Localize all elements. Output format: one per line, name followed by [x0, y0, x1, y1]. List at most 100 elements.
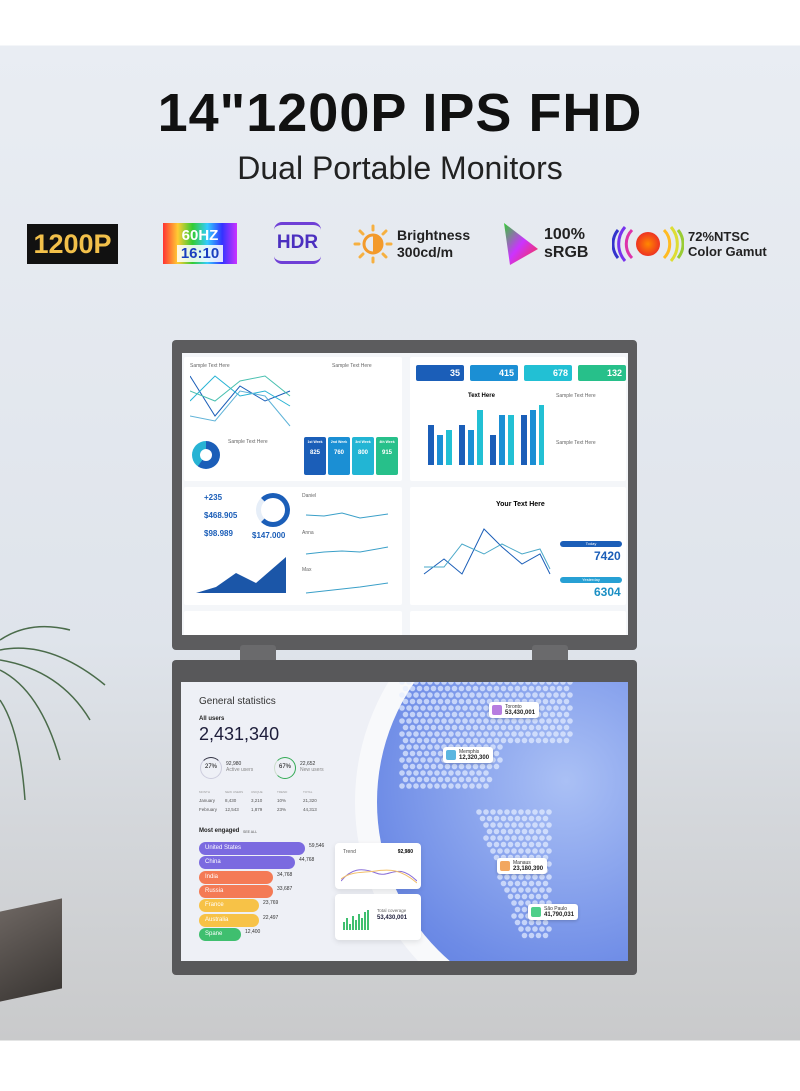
- bar: [468, 430, 474, 465]
- new-value: 22,652: [300, 761, 316, 767]
- hex-cell: [546, 926, 552, 932]
- hex-cell: [472, 737, 479, 744]
- hex-cell: [521, 919, 528, 926]
- hex-cell: [560, 705, 566, 711]
- mini-line-chart: [305, 546, 389, 555]
- country-bar[interactable]: France: [199, 899, 259, 913]
- hex-cell: [476, 809, 482, 815]
- hex-cell: [507, 737, 514, 744]
- line-chart: [190, 375, 291, 427]
- bar: [355, 920, 357, 930]
- hex-cell: [483, 809, 489, 815]
- hex-cell: [455, 718, 461, 724]
- mini-line-chart: [305, 512, 389, 519]
- hex-cell: [451, 737, 458, 744]
- hex-cell: [465, 724, 472, 731]
- hex-cell: [434, 731, 440, 737]
- city-name: Memphis: [459, 749, 480, 755]
- hex-cell: [483, 822, 489, 828]
- engaged-title: Most engaged: [199, 828, 240, 834]
- hex-cell: [563, 711, 570, 718]
- city-value: 53,430,001: [505, 710, 536, 716]
- see-all-link[interactable]: SEE ALL: [243, 830, 258, 834]
- hex-cell: [525, 835, 531, 841]
- bar: [499, 415, 505, 465]
- ntsc-value: 72%NTSC: [688, 229, 750, 244]
- hex-cell: [525, 926, 531, 932]
- week-label: 3rd Week: [355, 440, 371, 444]
- hex-cell: [434, 744, 440, 750]
- hex-cell: [532, 848, 538, 854]
- active-ring: 27%: [200, 757, 222, 779]
- country-bar[interactable]: Australia: [199, 913, 259, 927]
- city-pin[interactable]: Memphis 12,320,300: [443, 747, 494, 763]
- hex-cell: [490, 835, 496, 841]
- hex-cell: [483, 731, 489, 737]
- mini-chart-title: Daniel: [302, 493, 317, 499]
- country-bar[interactable]: Spane: [199, 927, 241, 941]
- hex-cell: [504, 848, 510, 854]
- hex-cell: [469, 731, 475, 737]
- hex-cell: [409, 763, 416, 770]
- city-pin[interactable]: São Paulo 41,790,031: [528, 904, 579, 920]
- hex-cell: [546, 705, 552, 711]
- hex-cell: [542, 815, 549, 822]
- country-value: 44,768: [299, 857, 315, 864]
- city-pin[interactable]: Manaus 23,180,390: [497, 858, 548, 874]
- hex-cell: [497, 822, 503, 828]
- country-value: 59,546: [309, 843, 325, 849]
- hex-cell: [500, 828, 507, 835]
- hex-cell: [406, 783, 412, 789]
- hex-cell: [434, 682, 440, 685]
- hex-cell: [423, 763, 430, 770]
- hex-cell: [409, 750, 416, 757]
- city-pin[interactable]: Toronto 53,430,001: [489, 702, 540, 718]
- hex-cell: [504, 809, 510, 815]
- yesterday-label: Yesterday: [560, 577, 622, 583]
- hex-cell: [427, 770, 433, 776]
- hex-cell: [416, 698, 423, 705]
- bar-chart: [428, 405, 544, 465]
- bar: [358, 914, 360, 930]
- hex-cell: [476, 705, 482, 711]
- hex-cell: [525, 822, 531, 828]
- hex-cell: [483, 682, 489, 685]
- hex-cell: [479, 724, 486, 731]
- hex-cell: [486, 737, 493, 744]
- hex-cell: [528, 685, 535, 692]
- country-bar[interactable]: India: [199, 870, 273, 884]
- donut-chart: [192, 441, 220, 469]
- hex-cell: [420, 718, 426, 724]
- hex-cell: [535, 724, 542, 731]
- panel-partial: [410, 611, 626, 635]
- hex-cell: [458, 711, 465, 718]
- country-bar[interactable]: United States: [199, 842, 305, 855]
- hex-cell: [465, 763, 472, 770]
- hex-cell: [493, 763, 500, 770]
- hex-cell: [462, 682, 468, 685]
- hex-cell: [437, 737, 444, 744]
- trend-card: Trend 92,980: [335, 843, 421, 889]
- panel-analytics: Sample Text Here Sample Text Here Sample…: [184, 357, 402, 481]
- table-cell: 23%: [277, 807, 287, 812]
- hex-cell: [409, 737, 416, 744]
- country-bar[interactable]: China: [199, 856, 295, 870]
- hex-cell: [416, 750, 423, 757]
- hex-cell: [504, 692, 510, 698]
- hex-cell: [399, 757, 405, 763]
- hex-cell: [430, 776, 437, 783]
- hex-cell: [399, 770, 405, 776]
- hex-cell: [497, 757, 503, 763]
- hex-cell: [441, 718, 447, 724]
- hex-cell: [514, 919, 521, 926]
- hex-cell: [448, 731, 454, 737]
- hex-cell: [469, 692, 475, 698]
- column-header: MONTH: [199, 790, 210, 794]
- country-bar[interactable]: Russia: [199, 884, 273, 898]
- hex-cell: [437, 724, 444, 731]
- hex-cell: [500, 685, 507, 692]
- hex-cell: [518, 848, 524, 854]
- hex-cell: [441, 692, 447, 698]
- hex-cell: [521, 906, 528, 913]
- hex-cell: [402, 737, 409, 744]
